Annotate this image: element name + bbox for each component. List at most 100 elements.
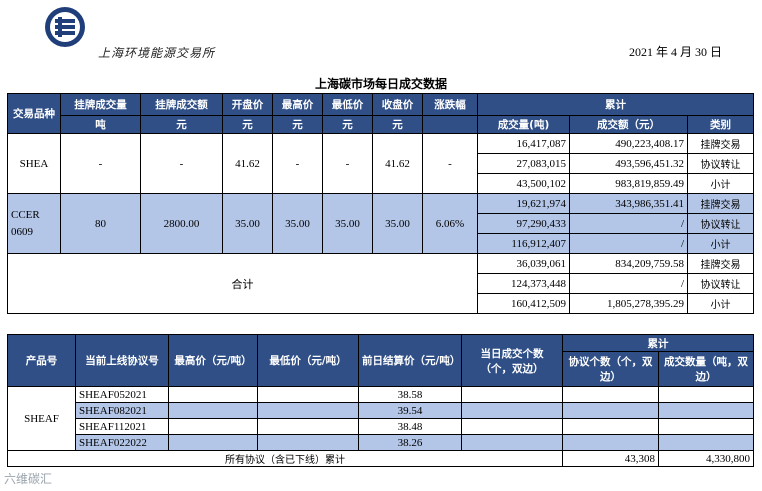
contract-id: SHEAF052021	[75, 386, 169, 403]
settle-price: 38.26	[358, 434, 462, 451]
low-price	[257, 386, 359, 403]
cum-amount: 343,986,351.41	[569, 193, 688, 214]
col-category: 类别	[686, 115, 755, 134]
cum-volume: 16,417,087	[477, 133, 570, 154]
cum-amount: 983,819,859.49	[569, 173, 688, 194]
report-date: 2021 年 4 月 30 日	[628, 45, 722, 59]
cum-volume: 19,621,974	[477, 193, 570, 214]
traded-volume	[658, 418, 754, 435]
change-pct: -	[422, 133, 478, 194]
daily-count	[461, 418, 563, 435]
col-high: 最高价	[272, 93, 323, 116]
close-price: 41.62	[372, 133, 423, 194]
high-price	[168, 434, 258, 451]
cum-volume: 27,083,015	[477, 153, 570, 174]
col-listed-amount: 挂牌成交额	[140, 93, 223, 116]
col-product-code: 产品号	[7, 334, 76, 387]
footer-volume: 4,330,800	[658, 450, 754, 467]
footer-label: 所有协议（含已下线）累计	[7, 450, 563, 467]
col-product: 交易品种	[7, 93, 61, 134]
cum-volume: 160,412,509	[477, 293, 570, 314]
table-row: CCER 0609 80 2800.00 35.00 35.00 35.00 3…	[7, 193, 755, 254]
unit-high: 元	[272, 115, 323, 134]
agreement-count	[562, 386, 659, 403]
unit-listed-amount: 元	[140, 115, 223, 134]
col-contract: 当前上线协议号	[75, 334, 169, 387]
table-row: 所有协议（含已下线）累计 43,308 4,330,800	[7, 450, 754, 467]
agreement-count	[562, 402, 659, 419]
settle-price: 38.58	[358, 386, 462, 403]
open-price: 41.62	[222, 133, 273, 194]
col-listed-volume: 挂牌成交量	[60, 93, 141, 116]
agreement-count	[562, 418, 659, 435]
col-volume: 成交量(吨)	[477, 115, 570, 134]
col-agreement-count: 协议个数（个，双边）	[562, 351, 659, 387]
contract-id: SHEAF022022	[75, 434, 169, 451]
col-low: 最低价（元/吨）	[257, 334, 359, 387]
traded-volume	[658, 402, 754, 419]
high-price: 35.00	[272, 193, 323, 254]
listed-volume: -	[60, 133, 141, 194]
cum-category: 小计	[686, 233, 755, 254]
cum-volume: 97,290,433	[477, 213, 570, 234]
settle-price: 39.54	[358, 402, 462, 419]
cum-amount: /	[569, 273, 688, 294]
low-price	[257, 418, 359, 435]
product-code: SHEAF	[7, 386, 76, 451]
unit-open: 元	[222, 115, 273, 134]
daily-count	[461, 386, 563, 403]
low-price: 35.00	[322, 193, 373, 254]
listed-amount: 2800.00	[140, 193, 223, 254]
table-row: 160,412,509 1,805,278,395.29 小计	[8, 293, 755, 314]
daily-count	[461, 402, 563, 419]
contract-id: SHEAF082021	[75, 402, 169, 419]
listed-volume: 80	[60, 193, 141, 254]
exchange-name: 上海环境能源交易所	[98, 46, 216, 60]
col-low: 最低价	[322, 93, 373, 116]
cum-amount: 834,209,759.58	[569, 253, 688, 274]
table-row: 合计 36,039,061 834,209,759.58 挂牌交易	[7, 253, 755, 314]
unit-close: 元	[372, 115, 423, 134]
col-close: 收盘价	[372, 93, 423, 116]
col-open: 开盘价	[222, 93, 273, 116]
product-name: CCER 0609	[7, 193, 61, 254]
cum-category: 挂牌交易	[686, 193, 755, 214]
col-cumulative: 累计	[562, 334, 754, 352]
high-price: -	[272, 133, 323, 194]
cum-amount: 493,596,451.32	[569, 153, 688, 174]
table-row: SHEAF022022 38.26	[7, 434, 754, 451]
low-price: -	[322, 133, 373, 194]
col-volume: 成交数量（吨，双边）	[658, 351, 754, 387]
traded-volume	[658, 434, 754, 451]
cum-category: 小计	[686, 173, 755, 194]
listed-amount: -	[140, 133, 223, 194]
col-high: 最高价（元/吨）	[168, 334, 258, 387]
cum-category: 协议转让	[686, 213, 755, 234]
table-row: SHEAF112021 38.48	[8, 418, 754, 435]
unit-listed-volume: 吨	[60, 115, 141, 134]
col-amount: 成交额（元）	[569, 115, 688, 134]
low-price	[257, 434, 359, 451]
unit-low: 元	[322, 115, 373, 134]
cum-amount: 490,223,408.17	[569, 133, 688, 154]
table-row: 43,500,102 983,819,859.49 小计	[8, 173, 755, 194]
cum-volume: 43,500,102	[477, 173, 570, 194]
traded-volume	[658, 386, 754, 403]
footer-count: 43,308	[562, 450, 659, 467]
table-row: SHEAF082021 39.54	[7, 402, 754, 419]
cum-category: 小计	[686, 293, 755, 314]
cum-category: 协议转让	[686, 153, 755, 174]
col-change: 涨跌幅	[422, 93, 478, 116]
col-daily-count: 当日成交个数（个，双边）	[461, 334, 563, 387]
cum-category: 挂牌交易	[686, 133, 755, 154]
agreement-count	[562, 434, 659, 451]
cum-volume: 116,912,407	[477, 233, 570, 254]
cum-amount: /	[569, 233, 688, 254]
settle-price: 38.48	[358, 418, 462, 435]
watermark: 六维碳汇	[4, 472, 53, 486]
exchange-logo-icon	[45, 7, 85, 47]
spot-trading-table: 交易品种 挂牌成交量 挂牌成交额 开盘价 最高价 最低价 收盘价 涨跌幅 累计 …	[7, 93, 755, 314]
high-price	[168, 402, 258, 419]
table-row: SHEAF SHEAF052021 38.58	[7, 386, 754, 451]
cum-category: 挂牌交易	[686, 253, 755, 274]
